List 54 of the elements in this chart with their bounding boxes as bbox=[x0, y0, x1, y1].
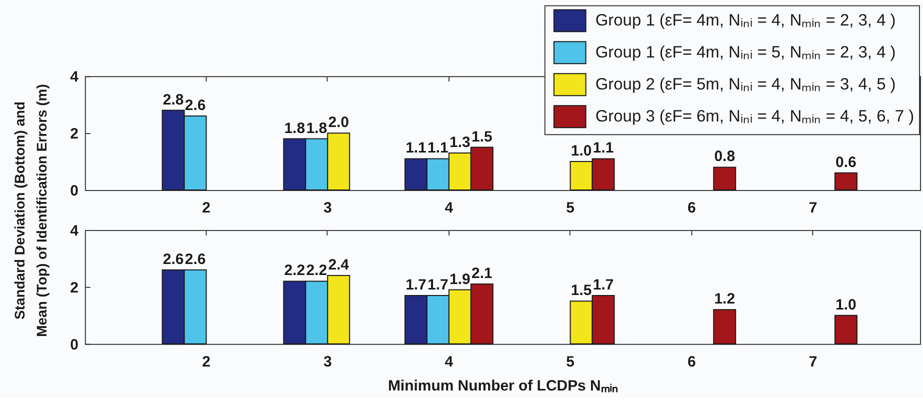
x-tick-label: 6 bbox=[687, 353, 696, 370]
y-tick-label: 2 bbox=[70, 279, 78, 296]
data-label: 1.2 bbox=[714, 290, 736, 308]
data-label: 2.1 bbox=[472, 265, 492, 282]
data-label: 0.6 bbox=[836, 154, 856, 171]
data-label: 1.0 bbox=[570, 142, 592, 160]
data-label: 1.1 bbox=[592, 140, 614, 157]
data-label: 1.1 bbox=[428, 140, 448, 157]
data-label: 1.8 bbox=[284, 120, 306, 137]
legend-label: Group 1 (εF= 4m, Nᵢₙᵢ = 4, Nₘᵢₙ = 2, 3, 4 ) bbox=[595, 12, 896, 30]
y-tick-label: 0 bbox=[70, 336, 78, 354]
data-label: 1.1 bbox=[406, 140, 426, 157]
legend-label: Group 3 (εF= 6m, Nᵢₙᵢ = 4, Nₘᵢₙ = 4, 5, 6, 7 ) bbox=[595, 108, 914, 126]
y-tick-label: 4 bbox=[70, 68, 80, 86]
legend-label: Group 2 (εF= 5m, Nᵢₙᵢ = 4, Nₘᵢₙ = 3, 4, 5 ) bbox=[595, 76, 896, 94]
x-tick-label: 7 bbox=[808, 199, 818, 216]
data-label: 0.8 bbox=[714, 148, 736, 166]
y-tick-label: 4 bbox=[70, 222, 80, 240]
bar bbox=[713, 166, 736, 191]
data-label: 1.0 bbox=[836, 296, 856, 314]
data-label: 2.2 bbox=[306, 262, 328, 280]
data-label: 2.4 bbox=[328, 256, 350, 274]
x-tick-label: 6 bbox=[687, 199, 696, 216]
x-tick-label: 3 bbox=[323, 199, 332, 216]
x-tick-label: 4 bbox=[444, 353, 454, 370]
x-axis-title: Minimum Number of LCDPs Nₘᵢₙ bbox=[388, 377, 618, 394]
bar bbox=[713, 309, 736, 344]
data-label: 2.6 bbox=[184, 250, 206, 268]
data-label: 2.2 bbox=[284, 262, 306, 280]
x-tick-label: 2 bbox=[202, 353, 210, 370]
data-label: 2.8 bbox=[162, 91, 184, 108]
data-label: 1.9 bbox=[450, 270, 470, 288]
data-label: 1.5 bbox=[570, 282, 592, 300]
data-label: 1.5 bbox=[472, 128, 492, 146]
data-label: 2.0 bbox=[328, 114, 350, 132]
bar bbox=[834, 314, 858, 344]
bar bbox=[834, 172, 858, 191]
data-label: 1.7 bbox=[428, 276, 448, 294]
data-label: 2.6 bbox=[184, 96, 206, 114]
data-label: 2.6 bbox=[162, 250, 184, 268]
x-tick-label: 4 bbox=[444, 199, 454, 216]
data-label: 1.7 bbox=[406, 276, 426, 294]
x-tick-label: 2 bbox=[202, 199, 210, 216]
y-axis-title: Standard Deviation (Bottom) and Mean (Top) of Identification Errors (m) bbox=[11, 84, 50, 337]
x-tick-label: 5 bbox=[566, 199, 574, 216]
x-tick-label: 5 bbox=[566, 353, 574, 370]
y-tick-label: 2 bbox=[70, 126, 78, 143]
y-tick-label: 0 bbox=[70, 182, 78, 200]
data-label: 1.7 bbox=[592, 276, 614, 294]
data-label: 1.8 bbox=[306, 120, 328, 137]
legend-label: Group 1 (εF= 4m, Nᵢₙᵢ = 5, Nₘᵢₙ = 2, 3, 4 ) bbox=[595, 44, 896, 62]
x-tick-label: 3 bbox=[323, 353, 332, 370]
x-tick-label: 7 bbox=[808, 353, 818, 370]
data-label: 1.3 bbox=[450, 134, 470, 152]
